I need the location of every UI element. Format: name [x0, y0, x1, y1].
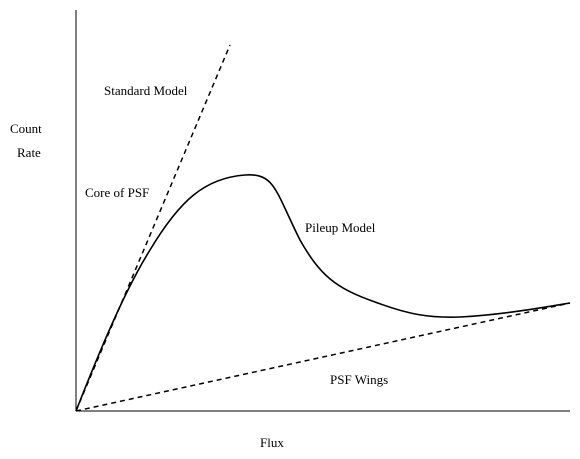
annotation: Standard Model	[104, 83, 188, 98]
pileup-curve	[75, 174, 571, 412]
y-axis-label: Rate	[17, 145, 41, 160]
psf-wings-line	[75, 302, 571, 412]
annotation: Core of PSF	[85, 185, 149, 200]
x-axis-label: Flux	[260, 435, 284, 450]
y-axis-label: Count	[10, 121, 42, 136]
annotation: PSF Wings	[330, 372, 388, 387]
annotation: Pileup Model	[305, 220, 376, 235]
